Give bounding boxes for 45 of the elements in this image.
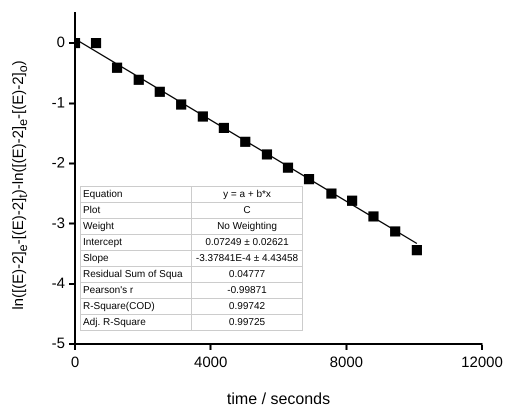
point — [412, 245, 422, 256]
point — [347, 196, 358, 206]
y-tick-label: -2 — [52, 154, 65, 172]
point — [282, 162, 294, 173]
annotation: 0.04777 — [192, 266, 302, 282]
annotation: R-Square(COD) — [80, 298, 192, 314]
point — [240, 136, 250, 147]
point — [134, 74, 144, 85]
point — [390, 226, 400, 237]
annotation: Residual Sum of Squa — [80, 266, 192, 282]
annotation: Weight — [80, 218, 192, 234]
annotation: 0.99742 — [192, 298, 302, 314]
y-tick-label: -1 — [52, 94, 65, 112]
y-tick-label: -3 — [52, 214, 65, 232]
point — [262, 149, 272, 160]
y-tick-label: 0 — [56, 34, 65, 52]
x-tick-label: 4000 — [194, 354, 228, 372]
y-tick-label: -4 — [52, 274, 65, 292]
annotation: Adj. R-Square — [80, 314, 192, 330]
x-tick-label: 12000 — [461, 354, 503, 372]
point — [326, 188, 337, 199]
annotation: Equation — [80, 186, 192, 202]
annotation: -3.37841E-4 ± 4.43458 — [192, 250, 302, 266]
annotation: Intercept — [80, 234, 192, 250]
point — [176, 99, 186, 110]
annotation: Plot — [80, 202, 192, 218]
annotation: C — [192, 202, 302, 218]
annotation: 0.07249 ± 0.02621 — [192, 234, 302, 250]
point — [154, 86, 165, 97]
point — [112, 62, 122, 73]
point — [368, 211, 379, 222]
annotation: Pearson's r — [80, 282, 192, 298]
x-tick-label: 0 — [70, 354, 80, 372]
x-tick-label: 8000 — [330, 354, 364, 372]
annotation: 0.99725 — [192, 314, 302, 330]
point — [90, 38, 102, 48]
point — [304, 174, 314, 184]
annotation: Slope — [80, 250, 192, 266]
annotation: No Weighting — [192, 218, 302, 234]
point — [198, 111, 208, 122]
annotation: y = a + b*x — [192, 186, 302, 202]
annotation: -0.99871 — [192, 282, 302, 298]
x-axis-title: time / seconds — [226, 390, 330, 408]
y-tick-label: -5 — [52, 335, 65, 352]
point — [218, 122, 229, 134]
